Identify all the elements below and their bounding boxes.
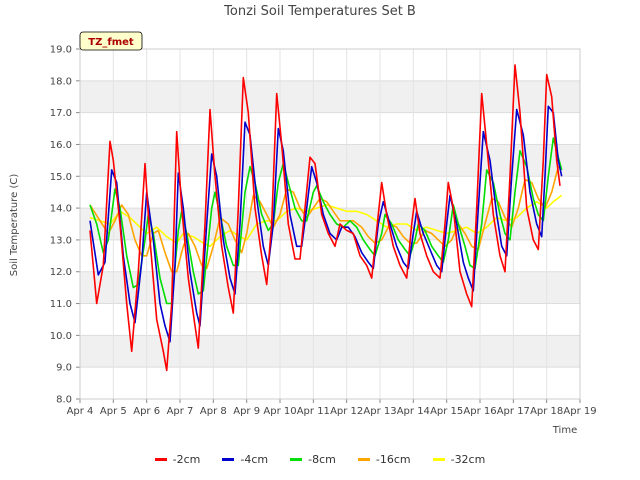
x-tick-label: Apr 6 xyxy=(133,406,160,417)
legend-swatch xyxy=(222,458,235,461)
legend-item: -32cm xyxy=(432,453,486,466)
legend-swatch xyxy=(290,458,303,461)
chart-title: Tonzi Soil Temperatures Set B xyxy=(223,4,416,19)
legend-item: -8cm xyxy=(290,453,336,466)
y-tick-label: 10.0 xyxy=(50,331,72,342)
legend-swatch xyxy=(154,458,167,461)
x-tick-label: Apr 15 xyxy=(430,406,463,417)
legend-item: -16cm xyxy=(357,453,411,466)
y-axis-label: Soil Temperature (C) xyxy=(9,174,20,277)
legend-label: -4cm xyxy=(240,453,269,466)
y-tick-label: 14.0 xyxy=(50,204,72,215)
legend-swatch xyxy=(432,458,445,461)
y-tick-label: 8.0 xyxy=(56,395,72,406)
series-line-4cm xyxy=(89,105,563,343)
y-tick-label: 18.0 xyxy=(50,76,72,87)
annotation-box: TZ_fmet xyxy=(79,31,143,51)
legend-label: -8cm xyxy=(308,453,336,466)
plot-background xyxy=(80,49,580,399)
series-line-8cm xyxy=(89,137,563,305)
x-tick-label: Apr 8 xyxy=(200,406,227,417)
x-tick-label: Apr 7 xyxy=(167,406,194,417)
plot-border xyxy=(79,48,581,400)
legend-swatch xyxy=(357,458,370,461)
x-tick-label: Apr 18 xyxy=(530,406,563,417)
x-tick-label: Apr 12 xyxy=(330,406,363,417)
x-axis-label: Time xyxy=(552,425,577,436)
x-tick-label: Apr 19 xyxy=(563,406,596,417)
y-tick-label: 9.0 xyxy=(56,363,72,374)
x-tick-label: Apr 9 xyxy=(233,406,260,417)
legend-item: -4cm xyxy=(222,453,268,466)
x-tick-label: Apr 14 xyxy=(397,406,430,417)
series-line-2cm xyxy=(89,64,561,372)
axes: 8.0 9.0 10.0 11.0 12.0 13.0 14.0 15.0 16.0 17.0 18… xyxy=(50,45,597,418)
grid-band xyxy=(80,335,580,368)
x-tick-label: Apr 11 xyxy=(297,406,330,417)
annotation-label: TZ_fmet xyxy=(88,37,134,48)
legend: -2cm -4cm -8cm -16cm -32cm xyxy=(0,453,640,466)
y-tick-label: 17.0 xyxy=(50,108,72,119)
x-tick-label: Apr 5 xyxy=(100,406,127,417)
y-tick-label: 15.0 xyxy=(50,172,72,183)
x-tick-label: Apr 17 xyxy=(497,406,530,417)
y-tick-label: 11.0 xyxy=(50,299,72,310)
y-tick-label: 12.0 xyxy=(50,267,72,278)
y-tick-label: 13.0 xyxy=(50,235,72,246)
y-tick-label: 19.0 xyxy=(50,45,72,56)
legend-label: -16cm xyxy=(375,453,411,466)
grid-band xyxy=(80,144,580,177)
y-tick-label: 16.0 xyxy=(50,140,72,151)
legend-label: -32cm xyxy=(450,453,486,466)
x-tick-label: Apr 4 xyxy=(67,406,94,417)
x-tick-label: Apr 16 xyxy=(463,406,496,417)
x-tick-label: Apr 10 xyxy=(263,406,296,417)
x-tick-label: Apr 13 xyxy=(363,406,396,417)
legend-item: -2cm xyxy=(154,453,201,466)
legend-label: -2cm xyxy=(172,453,201,466)
grid-band xyxy=(80,80,580,113)
series-layer xyxy=(89,64,563,372)
